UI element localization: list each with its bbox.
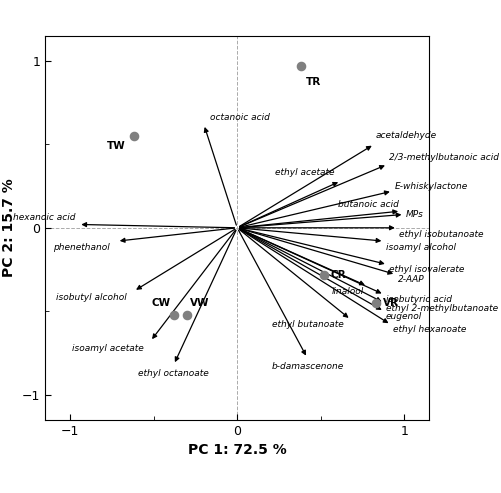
Text: isoamyl alcohol: isoamyl alcohol	[385, 244, 455, 252]
Point	[129, 132, 137, 140]
Text: ethyl isobutanoate: ethyl isobutanoate	[398, 230, 483, 239]
Text: octanoic acid: octanoic acid	[210, 113, 270, 122]
Text: VW: VW	[190, 298, 209, 308]
Text: isoamyl acetate: isoamyl acetate	[72, 344, 143, 352]
Y-axis label: PC 2: 15.7 %: PC 2: 15.7 %	[2, 178, 16, 277]
Text: 2-AAP: 2-AAP	[397, 275, 423, 284]
Text: TW: TW	[106, 141, 125, 151]
Text: butanoic acid: butanoic acid	[338, 200, 398, 209]
Point	[169, 311, 177, 318]
Text: hexanoic acid: hexanoic acid	[13, 213, 75, 222]
Text: TR: TR	[305, 77, 320, 87]
Text: MPs: MPs	[405, 210, 423, 219]
Text: ethyl acetate: ethyl acetate	[274, 168, 334, 177]
Text: CR: CR	[330, 270, 346, 280]
Text: linalool: linalool	[331, 287, 364, 296]
Point	[183, 311, 191, 318]
Text: b-damascenone: b-damascenone	[271, 362, 343, 371]
Text: 2/3-methylbutanoic acid: 2/3-methylbutanoic acid	[388, 153, 498, 162]
Text: ethyl butanoate: ethyl butanoate	[272, 320, 344, 329]
Text: phenethanol: phenethanol	[53, 244, 110, 252]
Text: ethyl octanoate: ethyl octanoate	[138, 369, 208, 378]
Text: E-whiskylactone: E-whiskylactone	[393, 181, 466, 190]
Text: eugenol: eugenol	[385, 312, 421, 321]
Text: isobutyl alcohol: isobutyl alcohol	[56, 293, 127, 303]
Point	[371, 299, 379, 307]
Point	[296, 62, 304, 70]
Text: isobutyric acid: isobutyric acid	[385, 295, 451, 304]
Text: ethyl 2-methylbutanoate: ethyl 2-methylbutanoate	[385, 304, 497, 313]
Text: ethyl hexanoate: ethyl hexanoate	[392, 325, 465, 334]
Text: VR: VR	[382, 298, 398, 308]
Text: acetaldehyde: acetaldehyde	[375, 131, 436, 141]
Point	[320, 271, 328, 279]
X-axis label: PC 1: 72.5 %: PC 1: 72.5 %	[187, 443, 286, 458]
Text: CW: CW	[151, 298, 170, 308]
Text: ethyl isovalerate: ethyl isovalerate	[388, 265, 464, 274]
